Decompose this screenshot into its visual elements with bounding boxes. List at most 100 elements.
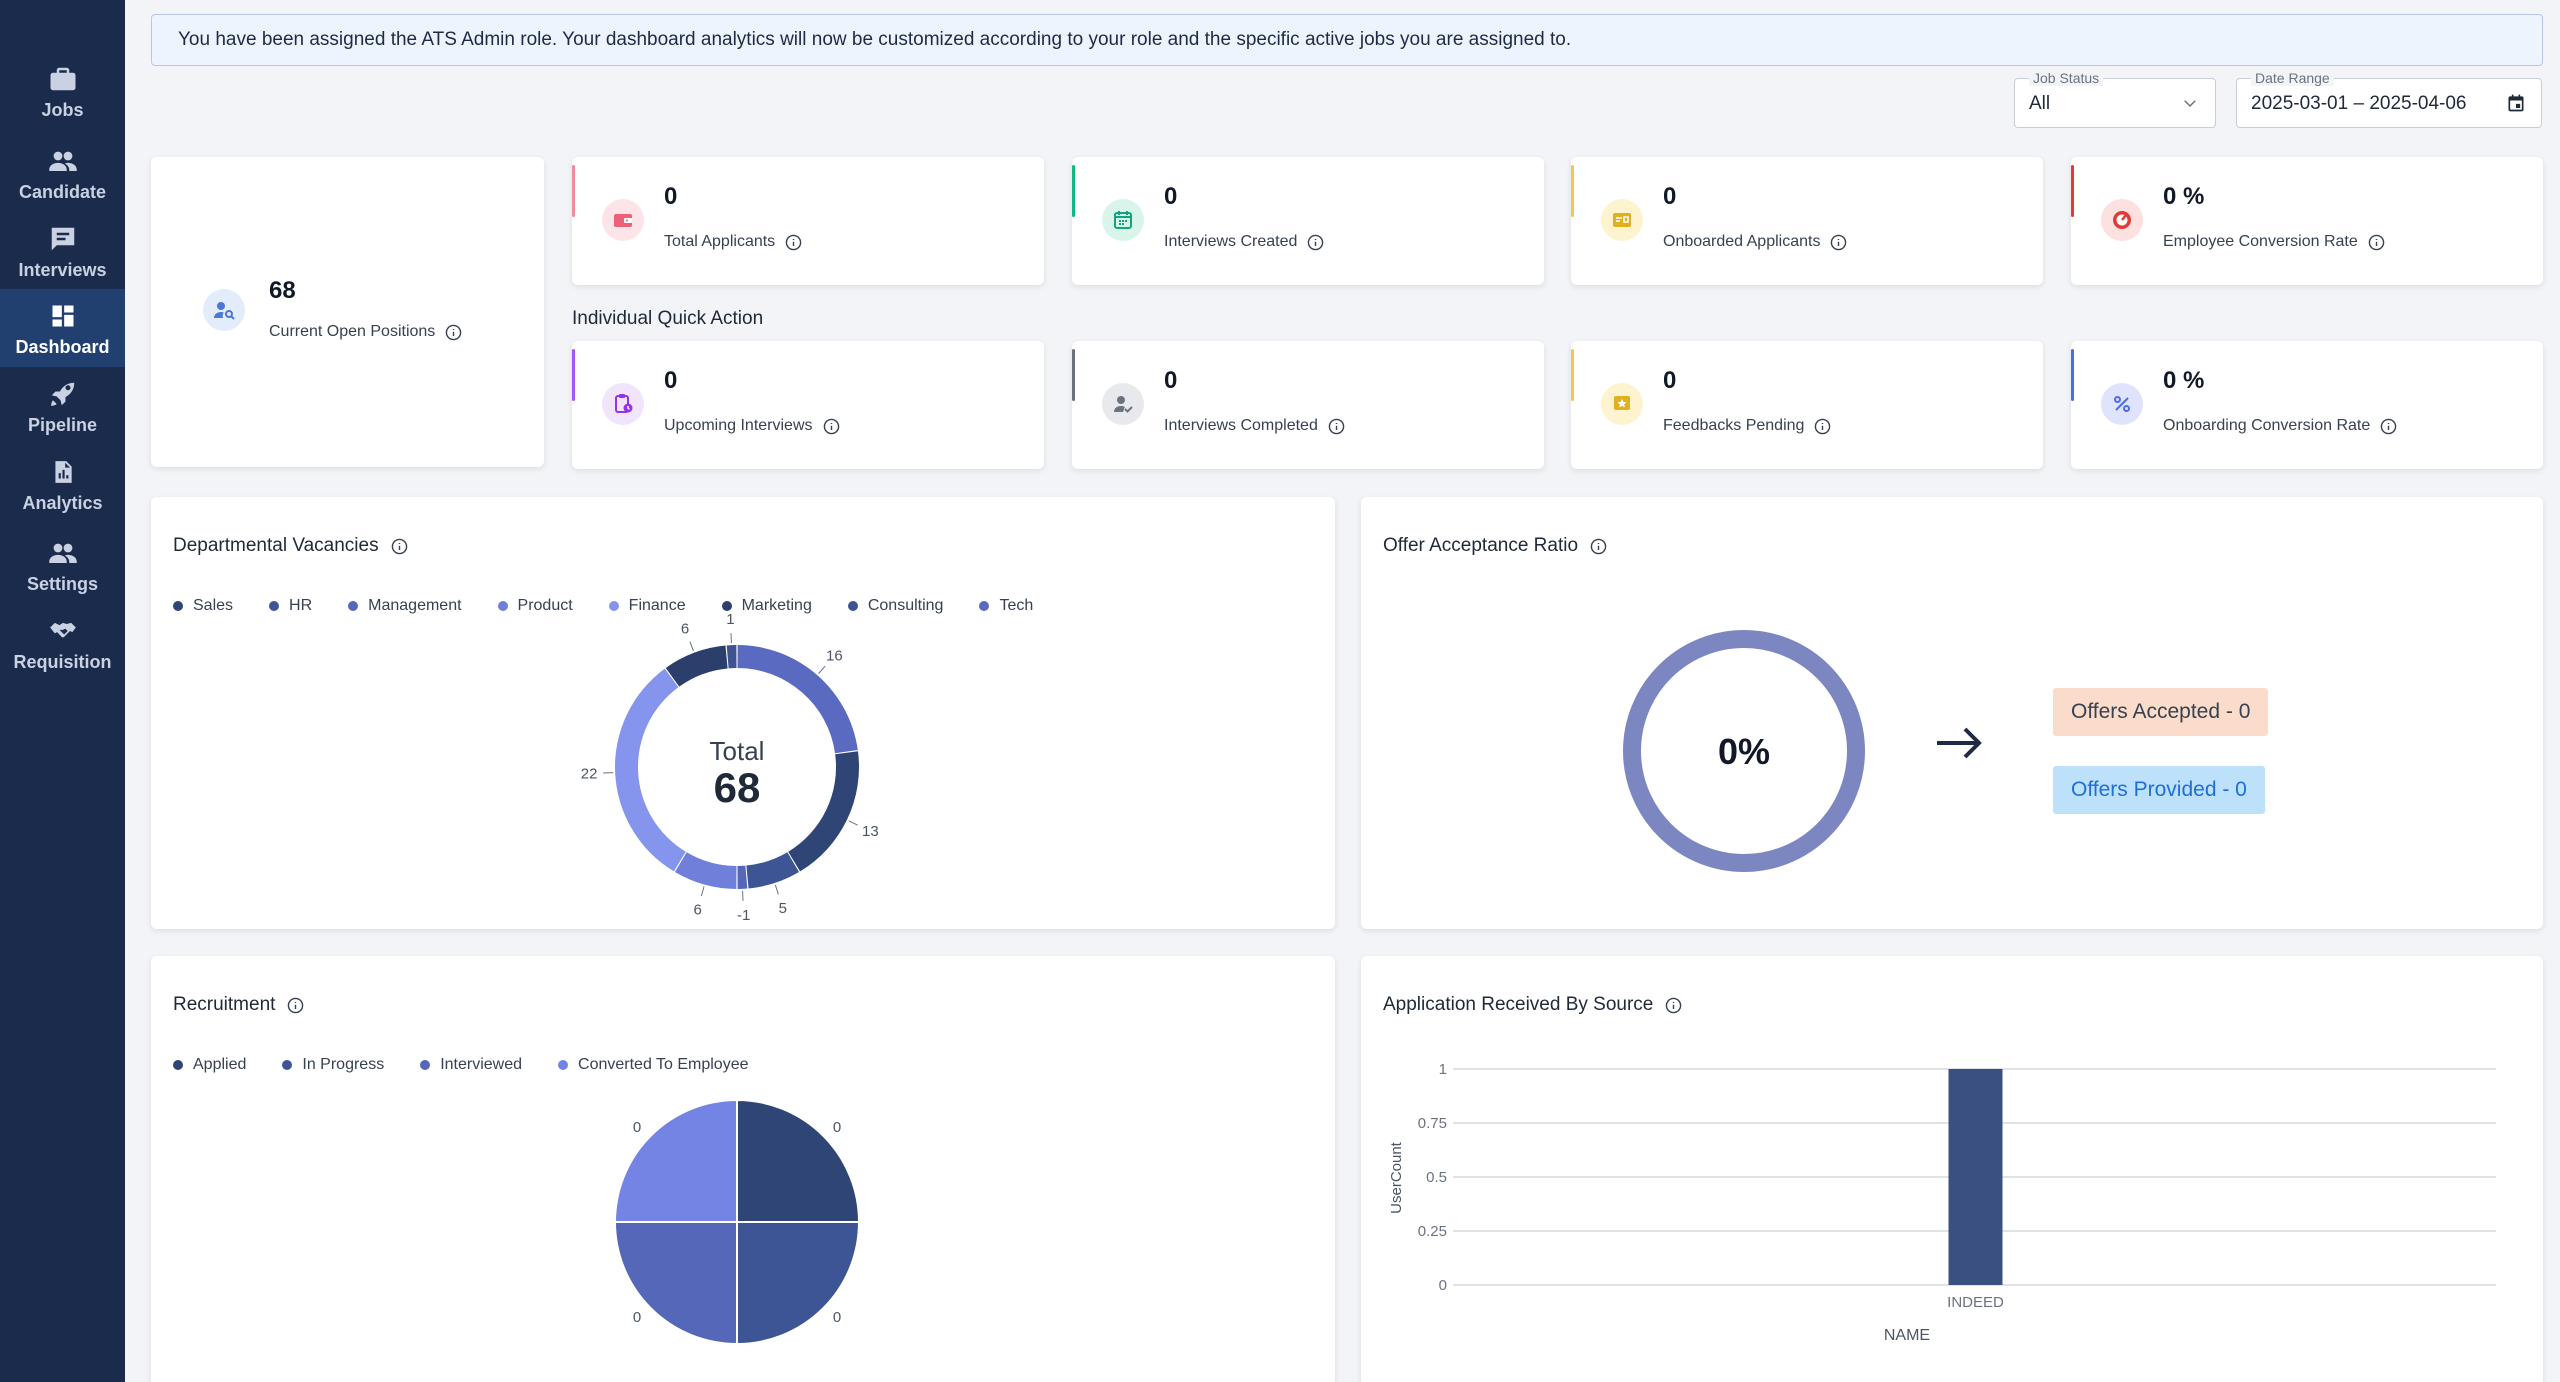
leader-line bbox=[849, 821, 858, 825]
stat-card-total-applicants[interactable]: 0 Total Applicants bbox=[572, 157, 1044, 285]
job-status-value: All bbox=[2029, 93, 2050, 115]
donut-segment-finance[interactable] bbox=[615, 669, 686, 872]
stat-card-upcoming-interviews[interactable]: 0 Upcoming Interviews bbox=[572, 341, 1044, 469]
info-icon[interactable] bbox=[2380, 418, 2397, 435]
job-status-select[interactable]: Job Status All bbox=[2014, 78, 2216, 128]
donut-segment-consulting[interactable] bbox=[727, 645, 737, 668]
stat-value: 0 bbox=[1164, 367, 1177, 395]
sidebar-item-interviews[interactable]: Interviews bbox=[0, 212, 125, 290]
stat-label-row: Upcoming Interviews bbox=[664, 417, 840, 435]
bar-indeed[interactable] bbox=[1949, 1069, 2003, 1285]
donut-segment-marketing[interactable] bbox=[666, 646, 728, 687]
pie-value-label: 0 bbox=[833, 1119, 841, 1136]
info-icon[interactable] bbox=[445, 324, 462, 341]
pie-value-label: 0 bbox=[633, 1119, 641, 1136]
stat-value: 0 bbox=[1663, 183, 1676, 211]
y-tick-label: 0.75 bbox=[1418, 1115, 1447, 1132]
stat-label-row: Interviews Created bbox=[1164, 233, 1324, 251]
sidebar-item-label: Pipeline bbox=[28, 415, 97, 436]
pie-value-label: 0 bbox=[833, 1309, 841, 1326]
stat-label-row: Employee Conversion Rate bbox=[2163, 233, 2385, 251]
info-icon[interactable] bbox=[2368, 234, 2385, 251]
stat-card-feedbacks-pending[interactable]: 0 Feedbacks Pending bbox=[1571, 341, 2043, 469]
stat-card-interviews-completed[interactable]: 0 Interviews Completed bbox=[1072, 341, 1544, 469]
info-icon[interactable] bbox=[823, 418, 840, 435]
percent-icon bbox=[2101, 383, 2143, 425]
sidebar-item-label: Dashboard bbox=[15, 337, 109, 358]
stat-label: Upcoming Interviews bbox=[664, 417, 813, 435]
sidebar-item-jobs[interactable]: Jobs bbox=[0, 52, 125, 130]
accent-bar bbox=[1571, 165, 1574, 217]
stat-label: Feedbacks Pending bbox=[1663, 417, 1804, 435]
quick-action-title: Individual Quick Action bbox=[572, 308, 763, 330]
leader-line bbox=[701, 887, 704, 897]
leader-line bbox=[819, 666, 826, 674]
y-tick-label: 1 bbox=[1439, 1061, 1447, 1078]
chevron-down-icon bbox=[2179, 92, 2201, 114]
handshake-icon bbox=[46, 614, 80, 648]
info-icon[interactable] bbox=[1814, 418, 1831, 435]
info-icon[interactable] bbox=[1830, 234, 1847, 251]
stat-label: Interviews Completed bbox=[1164, 417, 1318, 435]
info-icon[interactable] bbox=[1328, 418, 1345, 435]
stat-label: Employee Conversion Rate bbox=[2163, 233, 2358, 251]
leader-line bbox=[775, 885, 778, 895]
donut-value-label: 6 bbox=[693, 902, 701, 919]
calendar-icon bbox=[1102, 199, 1144, 241]
sidebar-item-candidate[interactable]: Candidate bbox=[0, 134, 125, 212]
application-source-panel: Application Received By Source NAME User… bbox=[1361, 956, 2543, 1382]
donut-value-label: 16 bbox=[826, 648, 843, 665]
job-status-label: Job Status bbox=[2029, 70, 2103, 86]
report-icon bbox=[46, 455, 80, 489]
sidebar-item-requisition[interactable]: Requisition bbox=[0, 604, 125, 682]
donut-segment-management[interactable] bbox=[737, 866, 747, 889]
briefcase-icon bbox=[46, 62, 80, 96]
dashboard-icon bbox=[46, 299, 80, 333]
accent-bar bbox=[1571, 349, 1574, 401]
date-range-label: Date Range bbox=[2251, 70, 2334, 86]
sidebar-item-label: Settings bbox=[27, 574, 98, 595]
sidebar-item-pipeline[interactable]: Pipeline bbox=[0, 367, 125, 445]
departmental-donut-chart: Total 68 16135-162261 bbox=[151, 497, 1335, 929]
stat-card-employee-conversion-rate[interactable]: 0 % Employee Conversion Rate bbox=[2071, 157, 2543, 285]
donut-segment-hr[interactable] bbox=[746, 852, 799, 888]
info-icon[interactable] bbox=[785, 234, 802, 251]
open-positions-card[interactable]: 68 Current Open Positions bbox=[151, 157, 544, 467]
stat-label-row: Onboarding Conversion Rate bbox=[2163, 417, 2397, 435]
accent-bar bbox=[1072, 165, 1075, 217]
donut-value-label: 6 bbox=[681, 620, 689, 637]
x-tick-label: INDEED bbox=[1947, 1294, 2004, 1311]
stat-value: 0 bbox=[664, 183, 677, 211]
date-range-picker[interactable]: Date Range 2025-03-01 – 2025-04-06 bbox=[2236, 78, 2542, 128]
stat-card-onboarding-conversion-rate[interactable]: 0 % Onboarding Conversion Rate bbox=[2071, 341, 2543, 469]
offers-provided-badge: Offers Provided - 0 bbox=[2053, 766, 2265, 814]
y-tick-label: 0.5 bbox=[1426, 1169, 1447, 1186]
sidebar-item-label: Analytics bbox=[22, 493, 102, 514]
stat-label: Interviews Created bbox=[1164, 233, 1297, 251]
pie-value-label: 0 bbox=[633, 1309, 641, 1326]
info-icon[interactable] bbox=[1307, 234, 1324, 251]
accent-bar bbox=[2071, 349, 2074, 401]
donut-value-label: 5 bbox=[779, 900, 787, 917]
calendar-icon[interactable] bbox=[2505, 92, 2527, 114]
role-banner: You have been assigned the ATS Admin rol… bbox=[151, 14, 2543, 66]
offers-accepted-badge: Offers Accepted - 0 bbox=[2053, 688, 2268, 736]
open-positions-value: 68 bbox=[269, 277, 296, 305]
user-check-icon bbox=[1102, 383, 1144, 425]
sidebar-item-dashboard[interactable]: Dashboard bbox=[0, 289, 125, 367]
stat-card-interviews-created[interactable]: 0 Interviews Created bbox=[1072, 157, 1544, 285]
stat-label-row: Interviews Completed bbox=[1164, 417, 1345, 435]
donut-segment-sales[interactable] bbox=[788, 751, 859, 871]
sidebar: Jobs Candidate Interviews Dashboard Pipe… bbox=[0, 0, 125, 1382]
source-bar-chart: NAME UserCount 00.250.50.751INDEED bbox=[1361, 956, 2543, 1382]
stat-label-row: Total Applicants bbox=[664, 233, 802, 251]
stat-label-row: Onboarded Applicants bbox=[1663, 233, 1847, 251]
stat-value: 0 bbox=[1663, 367, 1676, 395]
stat-card-onboarded-applicants[interactable]: 0 Onboarded Applicants bbox=[1571, 157, 2043, 285]
donut-value-label: -1 bbox=[737, 907, 750, 924]
sidebar-item-analytics[interactable]: Analytics bbox=[0, 445, 125, 523]
open-positions-label: Current Open Positions bbox=[269, 323, 435, 341]
people-icon bbox=[46, 536, 80, 570]
sidebar-item-settings[interactable]: Settings bbox=[0, 526, 125, 604]
donut-segment-product[interactable] bbox=[675, 852, 737, 889]
